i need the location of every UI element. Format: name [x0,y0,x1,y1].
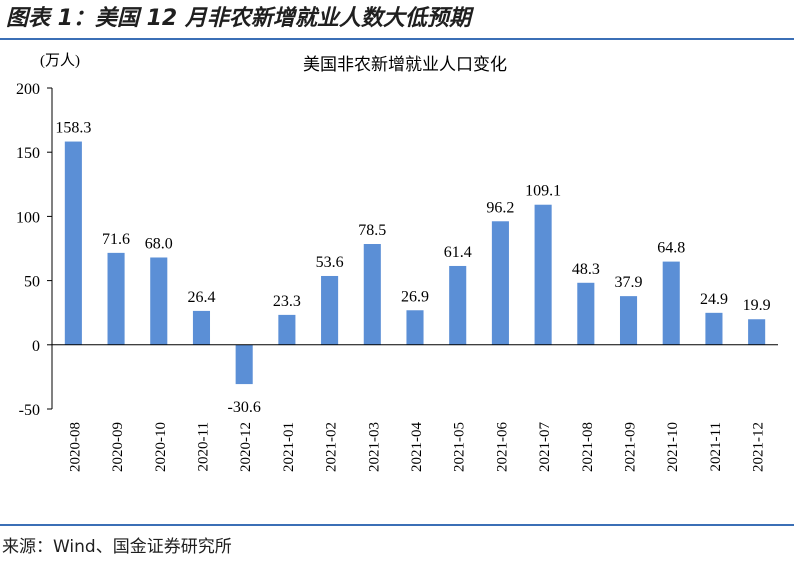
data-label: 19.9 [743,297,771,314]
bar [64,141,82,345]
data-label: 53.6 [316,254,344,271]
bar [491,221,509,345]
x-tick-label: 2021-03 [366,422,382,472]
bar [449,265,467,345]
bar [363,244,381,345]
data-label: 37.9 [615,274,643,291]
bar [662,261,680,345]
bar-chart: 美国非农新增就业人口变化 (万人) -50 0 50 100 150 200 158.3 7… [16,52,778,472]
bar [235,344,253,385]
data-label: 23.3 [273,293,301,310]
y-tick-label: 150 [16,145,40,162]
data-label: 64.8 [657,240,685,257]
data-label: 158.3 [55,120,91,137]
data-label: 109.1 [525,183,561,200]
x-tick-label: 2021-12 [751,422,767,472]
data-label: 26.9 [401,288,429,305]
data-label: 48.3 [572,261,600,278]
x-tick-label: 2020-08 [67,422,83,472]
data-label: 26.4 [187,289,215,306]
y-tick-label: 0 [32,338,40,355]
bar [577,282,595,345]
y-tick-label: 200 [16,81,40,98]
x-tick-label: 2021-06 [494,422,510,472]
data-label: 61.4 [444,244,472,261]
y-tick-label: 100 [16,209,40,226]
x-tick-label: 2020-12 [238,422,254,472]
bar [107,252,125,345]
x-tick-label: 2020-10 [153,422,169,472]
x-tick-label: 2021-02 [324,422,340,472]
x-tick-label: 2020-11 [195,422,211,471]
x-tick-label: 2021-09 [623,422,639,472]
data-label: 96.2 [486,199,514,216]
bottom-divider [0,524,794,526]
x-tick-label: 2021-10 [665,422,681,472]
bar [534,204,552,345]
bar [748,319,766,345]
bar [321,275,339,345]
x-tick-label: 2021-01 [281,422,297,472]
x-tick-label: 2020-09 [110,422,126,472]
bars: 158.3 71.6 68.0 26.4 -30.6 23.3 53.6 78.5 26.9 61… [55,120,770,417]
data-label: 68.0 [145,235,173,252]
x-tick-label: 2021-11 [708,422,724,471]
bar [705,312,723,345]
figure-title: 图表 1：美国 12 月非农新增就业人数大低预期 [6,6,471,31]
bar [619,296,638,345]
unit-label: (万人) [40,52,80,69]
bar [278,314,296,345]
bar [150,257,168,345]
y-tick-label: -50 [19,402,40,419]
data-label: 24.9 [700,291,728,308]
y-tick-label: 50 [24,274,40,291]
chart-title: 美国非农新增就业人口变化 [303,55,507,74]
data-label: 78.5 [358,222,386,239]
y-axis: -50 0 50 100 150 200 [16,81,53,419]
data-label: 71.6 [102,231,130,248]
x-tick-label: 2021-08 [580,422,596,472]
top-divider [0,38,794,40]
bar [406,310,424,345]
bar [192,310,211,345]
x-tick-label: 2021-04 [409,422,425,472]
data-label: -30.6 [228,399,261,416]
source-note: 来源：Wind、国金证券研究所 [2,537,232,557]
x-tick-label: 2021-07 [537,422,553,472]
x-axis: 2020-08 2020-09 2020-10 2020-11 2020-12 2021-… [52,344,778,472]
x-tick-label: 2021-05 [452,422,468,472]
